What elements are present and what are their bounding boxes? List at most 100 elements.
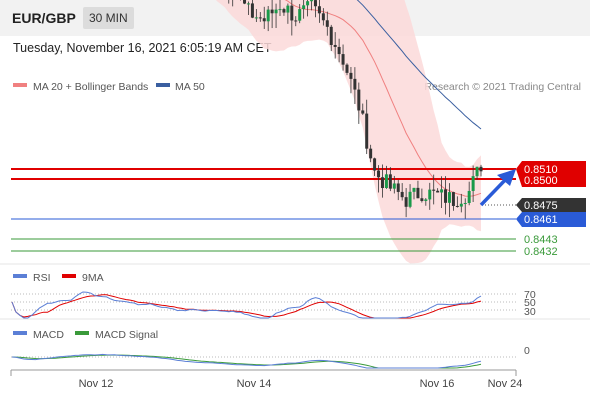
candle-body (475, 166, 479, 177)
candle-body (310, 0, 314, 2)
ma50-legend-label: MA 50 (175, 81, 205, 93)
candle-body (333, 44, 337, 47)
candle-body (321, 13, 325, 21)
candle-body (282, 9, 286, 13)
candle-body (416, 187, 420, 199)
candle-body (266, 9, 270, 22)
level-label-1: 0.8510 (524, 164, 558, 176)
candle-body (353, 78, 357, 90)
rsi-tick-30: 30 (524, 306, 536, 318)
timestamp: Tuesday, November 16, 2021 6:05:19 AM CE… (13, 41, 272, 55)
candle-body (404, 197, 408, 207)
rsi-ma-legend-label: 9MA (82, 272, 104, 284)
candle-body (479, 166, 483, 172)
rsi-ma-legend-swatch (62, 274, 76, 278)
rsi-legend-label: RSI (33, 272, 51, 284)
candle-body (420, 198, 424, 201)
candle-body (373, 158, 377, 171)
macd-tick-0: 0 (524, 345, 530, 357)
x-tick-2: Nov 14 (237, 378, 272, 390)
candle-body (365, 113, 369, 149)
level-label-2: 0.8500 (524, 175, 558, 187)
resistance-label-bg (516, 161, 586, 187)
candle-body (329, 26, 333, 45)
candle-body (313, 0, 317, 7)
candle-body (274, 9, 278, 14)
candle-body (377, 170, 381, 178)
copyright: Research © 2021 Trading Central (424, 81, 581, 93)
candle-body (436, 190, 440, 193)
level-label-4: 0.8443 (524, 234, 558, 246)
candle-body (412, 187, 416, 192)
macd-line (11, 353, 482, 369)
rsi-tick-50: 50 (524, 297, 536, 309)
candle-body (451, 192, 455, 206)
candle-body (388, 174, 392, 189)
candle-body (246, 3, 250, 5)
macd-signal-legend-label: MACD Signal (95, 329, 158, 341)
candle-body (243, 0, 247, 4)
candle-body (258, 17, 262, 19)
rsi-line (11, 291, 482, 319)
candle-body (424, 199, 428, 201)
bollinger-band (216, 0, 481, 264)
candle-body (408, 191, 412, 207)
x-tick-1: Nov 12 (79, 378, 114, 390)
rsi-legend-swatch (13, 274, 27, 278)
timeframe-button[interactable]: 30 MIN (83, 7, 134, 29)
candle-body (392, 183, 396, 189)
forecast-arrowhead (497, 169, 516, 186)
x-tick-4: Nov 24 (488, 378, 523, 390)
ma20-legend-label: MA 20 + Bollinger Bands (33, 81, 148, 93)
macd-signal-legend-swatch (75, 331, 89, 335)
candle-body (290, 5, 294, 21)
candle-body (294, 20, 298, 22)
candle-body (471, 176, 475, 191)
candle-body (250, 3, 254, 18)
ma50-line (356, 0, 482, 130)
current-price-label: 0.8475 (524, 200, 558, 212)
candle-body (325, 20, 329, 27)
candle-body (440, 189, 444, 193)
candle-body (369, 148, 373, 159)
rsi-tick-70: 70 (524, 289, 536, 301)
candle-body (254, 17, 258, 19)
candle-body (455, 205, 459, 207)
candle-body (341, 54, 345, 65)
x-tick-3: Nov 16 (420, 378, 455, 390)
candle-body (345, 64, 349, 73)
candle-body (349, 72, 353, 79)
candle-body (270, 9, 274, 14)
candles (228, 0, 483, 219)
candle-body (317, 6, 321, 14)
candle-body (400, 191, 404, 198)
candle-body (302, 5, 306, 10)
pivot-label-bg (516, 212, 586, 227)
candle-body (384, 174, 388, 189)
candle-body (432, 189, 436, 191)
ma20-legend-swatch (13, 83, 27, 87)
candle-body (357, 89, 361, 111)
macd-legend-label: MACD (33, 329, 64, 341)
candle-body (447, 192, 451, 203)
candle-body (463, 202, 467, 204)
candle-body (262, 18, 266, 22)
candle-body (396, 183, 400, 192)
level-label-5: 0.8432 (524, 246, 558, 258)
candle-body (467, 190, 471, 203)
candle-body (306, 1, 310, 6)
candle-body (278, 9, 282, 11)
ma20-line (284, 0, 482, 197)
macd-legend-swatch (13, 331, 27, 335)
candle-body (337, 46, 341, 55)
candle-body (298, 9, 302, 21)
candle-body (444, 189, 448, 203)
rsi-ma-line (11, 294, 482, 319)
candle-body (286, 5, 290, 13)
candle-body (428, 189, 432, 200)
candle-body (380, 177, 384, 189)
symbol-title: EUR/GBP (12, 10, 76, 26)
level-label-3: 0.8461 (524, 214, 558, 226)
current-price-label-bg (516, 198, 586, 212)
